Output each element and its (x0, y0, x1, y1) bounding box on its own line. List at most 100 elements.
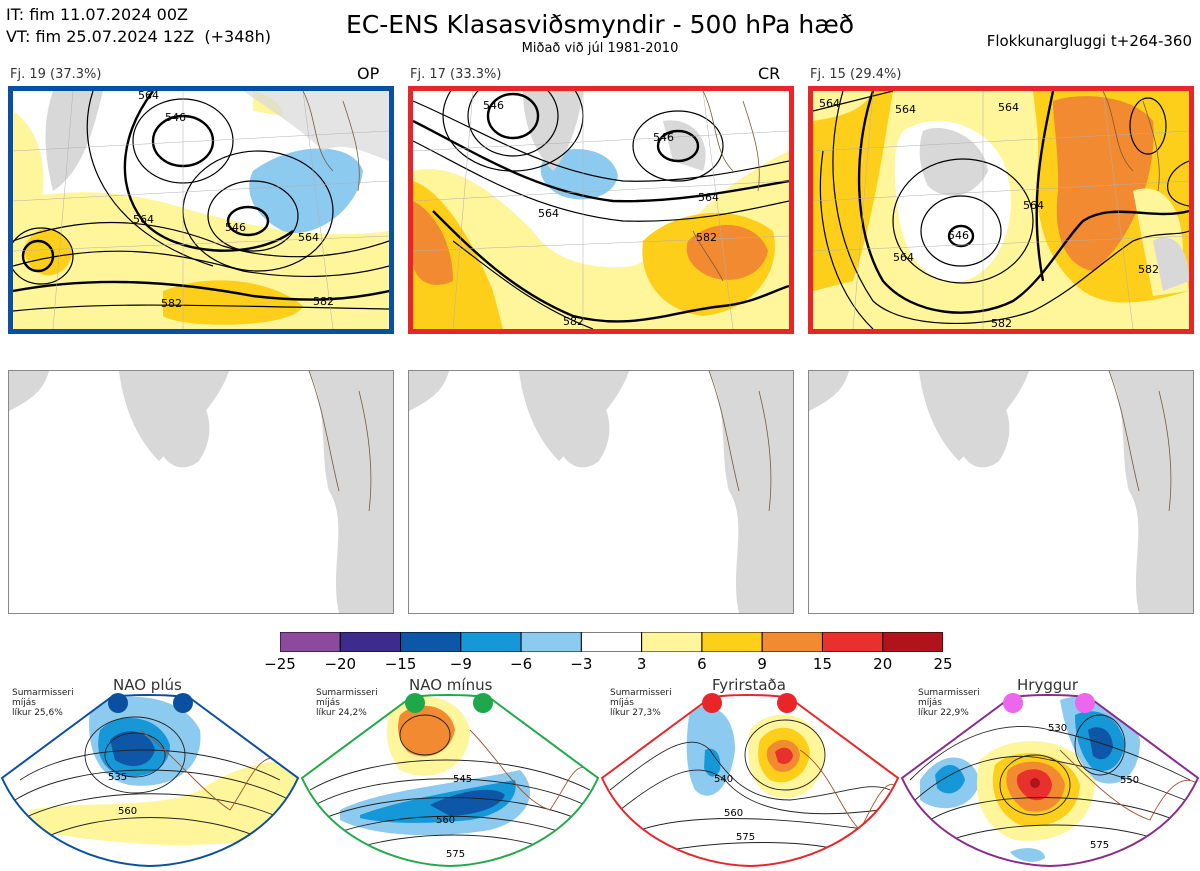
empty-map-1 (8, 370, 394, 614)
regime-3-contour-label-1: 540 (714, 774, 733, 785)
colorbar-label-1: −25 (264, 655, 296, 673)
colorbar-segment-4 (460, 632, 522, 652)
regime-2-dot-left (405, 693, 425, 713)
cluster-2-contour-label-2: 546 (653, 131, 674, 144)
vt-line: VT: fim 25.07.2024 12Z (+348h) (6, 27, 271, 46)
regime-2-dot-right (473, 693, 493, 713)
cluster-1-contour-label-7: 564 (298, 231, 319, 244)
colorbar-label-6: −3 (570, 655, 593, 673)
empty-map-3 (808, 370, 1194, 614)
cluster-3-contour-label-1: 564 (819, 97, 840, 110)
regime-2-contour-label-3: 575 (446, 849, 465, 860)
cluster-3-map-svg: 564 564 546 564 564 582 582 564 (813, 91, 1189, 329)
header-info: IT: fim 11.07.2024 00Z VT: fim 25.07.2024… (6, 4, 271, 48)
colorbar-label-11: 20 (873, 655, 893, 673)
regime-2-contour-label-2: 560 (436, 815, 455, 826)
colorbar-segment-5 (520, 632, 582, 652)
cluster-2-map: 546 546 564 582 582 564 (408, 86, 794, 334)
page-title: EC-ENS Klasasviðsmyndir - 500 hPa hæð (345, 10, 855, 39)
colorbar-segment-10 (821, 632, 884, 652)
colorbar-label-7: 3 (636, 655, 647, 673)
regime-1-contour-label-1: 535 (108, 772, 127, 783)
regime-2-svg: 545 560 575 (300, 694, 600, 868)
regime-4-dot-right (1075, 693, 1095, 713)
regime-3-map: 540 560 575 (600, 690, 900, 868)
regime-3-svg: 540 560 575 (600, 694, 900, 868)
regime-4-svg: 530 550 575 (900, 694, 1200, 868)
empty-map-2 (408, 370, 794, 614)
cluster-1-label: Fj. 19 (37.3%) (10, 67, 102, 82)
regime-3-dot-left (702, 693, 722, 713)
regime-3-desc: Sumarmisseri míjás líkur 27,3% (610, 688, 672, 718)
regime-1-svg: 535 560 (0, 694, 300, 868)
cluster-2-contour-label-3: 564 (538, 207, 559, 220)
cluster-2-map-svg: 546 546 564 582 582 564 (413, 91, 789, 329)
cluster-1-contour-label-2: 546 (165, 111, 186, 124)
cluster-1-contour-label-6: 582 (313, 295, 334, 308)
cluster-3-map: 564 564 546 564 564 582 582 564 (808, 86, 1194, 334)
regime-1-dot-right (173, 693, 193, 713)
regime-2-desc: Sumarmisseri míjás líkur 24,2% (316, 688, 378, 718)
cluster-3-contour-label-2: 564 (895, 103, 916, 116)
colorbar-segment-7 (641, 632, 703, 652)
page-subtitle: Miðað við júl 1981-2010 (521, 41, 679, 56)
colorbar-segment-2 (339, 632, 402, 652)
cluster-1-contour-label-5: 582 (161, 297, 182, 310)
regime-3-contour-label-2: 560 (724, 808, 743, 819)
colorbar-segment-9 (761, 632, 823, 652)
empty-map-3-svg (809, 371, 1193, 613)
regime-4-title: Hryggur (1017, 676, 1079, 694)
regime-1-dot-left (108, 693, 128, 713)
regime-4-map: 530 550 575 (900, 690, 1200, 868)
window-label: Flokkunargluggi t+264-360 (986, 32, 1192, 50)
cluster-1-contour-label-3: 546 (225, 221, 246, 234)
regime-4-contour-label-2: 550 (1120, 775, 1139, 786)
colorbar-segment-8 (701, 632, 763, 652)
cluster-1-map: 564 546 546 564 582 582 564 (8, 86, 394, 334)
cluster-3-contour-label-6: 582 (1138, 263, 1159, 276)
cluster-3-label: Fj. 15 (29.4%) (810, 67, 902, 82)
cluster-1-map-svg: 564 546 546 564 582 582 564 (13, 91, 389, 329)
colorbar-label-2: −20 (324, 655, 357, 673)
regime-2-map: 545 560 575 (300, 690, 600, 868)
regime-2-title: NAO mínus (409, 676, 493, 694)
colorbar-segment-3 (400, 632, 462, 652)
cluster-1-tag: OP (357, 64, 380, 83)
regime-1-title: NAO plús (113, 676, 182, 694)
cluster-2-contour-label-1: 546 (483, 99, 504, 112)
colorbar-label-12: 25 (933, 655, 953, 673)
colorbar-label-3: −15 (384, 655, 417, 673)
regime-4-desc: Sumarmisseri míjás líkur 22,9% (918, 688, 980, 718)
empty-map-2-svg (409, 371, 793, 613)
cluster-2-label: Fj. 17 (33.3%) (410, 67, 502, 82)
cluster-2-tag: CR (758, 64, 781, 83)
regime-3-dot-right (777, 693, 797, 713)
regime-4-contour-label-3: 575 (1090, 840, 1109, 851)
colorbar-segment-6 (580, 632, 643, 652)
colorbar-svg (280, 632, 943, 652)
regime-1-contour-label-2: 560 (118, 806, 137, 817)
it-line: IT: fim 11.07.2024 00Z (6, 5, 188, 24)
colorbar-label-4: −9 (449, 655, 472, 673)
empty-map-1-svg (9, 371, 393, 613)
colorbar-label-8: 6 (697, 655, 707, 673)
regime-4-dot-left (1003, 693, 1023, 713)
cluster-1-contour-label-4: 564 (133, 213, 154, 226)
colorbar-segment-11 (882, 632, 943, 652)
regime-1-desc: Sumarmisseri míjás líkur 25,6% (12, 688, 74, 718)
cluster-3-contour-label-7: 582 (991, 317, 1012, 329)
regime-3-contour-label-3: 575 (736, 832, 755, 843)
cluster-1-contour-label-1: 564 (138, 91, 159, 102)
colorbar (280, 632, 943, 652)
regime-1-map: 535 560 (0, 690, 300, 868)
regime-3-title: Fyrirstaða (712, 676, 786, 694)
cluster-3-contour-label-4: 564 (998, 101, 1019, 114)
cluster-3-contour-label-3: 546 (948, 229, 969, 242)
regime-2-contour-label-1: 545 (453, 774, 472, 785)
colorbar-label-5: −6 (510, 655, 533, 673)
colorbar-label-9: 9 (757, 655, 767, 673)
cluster-2-contour-label-5: 582 (563, 315, 584, 328)
regime-4-contour-label-1: 530 (1048, 723, 1067, 734)
colorbar-label-10: 15 (812, 655, 832, 673)
cluster-2-contour-label-6: 564 (698, 191, 719, 204)
